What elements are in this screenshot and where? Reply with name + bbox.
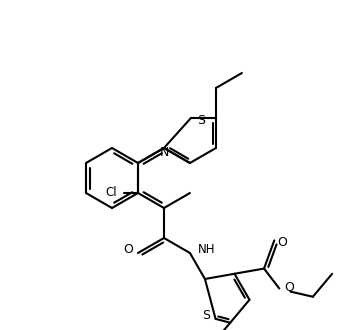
Text: O: O (277, 236, 287, 249)
Text: NH: NH (198, 243, 215, 256)
Text: S: S (197, 114, 205, 126)
Text: N: N (159, 146, 169, 159)
Text: O: O (284, 280, 294, 294)
Text: S: S (203, 309, 210, 322)
Text: Cl: Cl (105, 186, 117, 200)
Text: O: O (123, 243, 133, 256)
